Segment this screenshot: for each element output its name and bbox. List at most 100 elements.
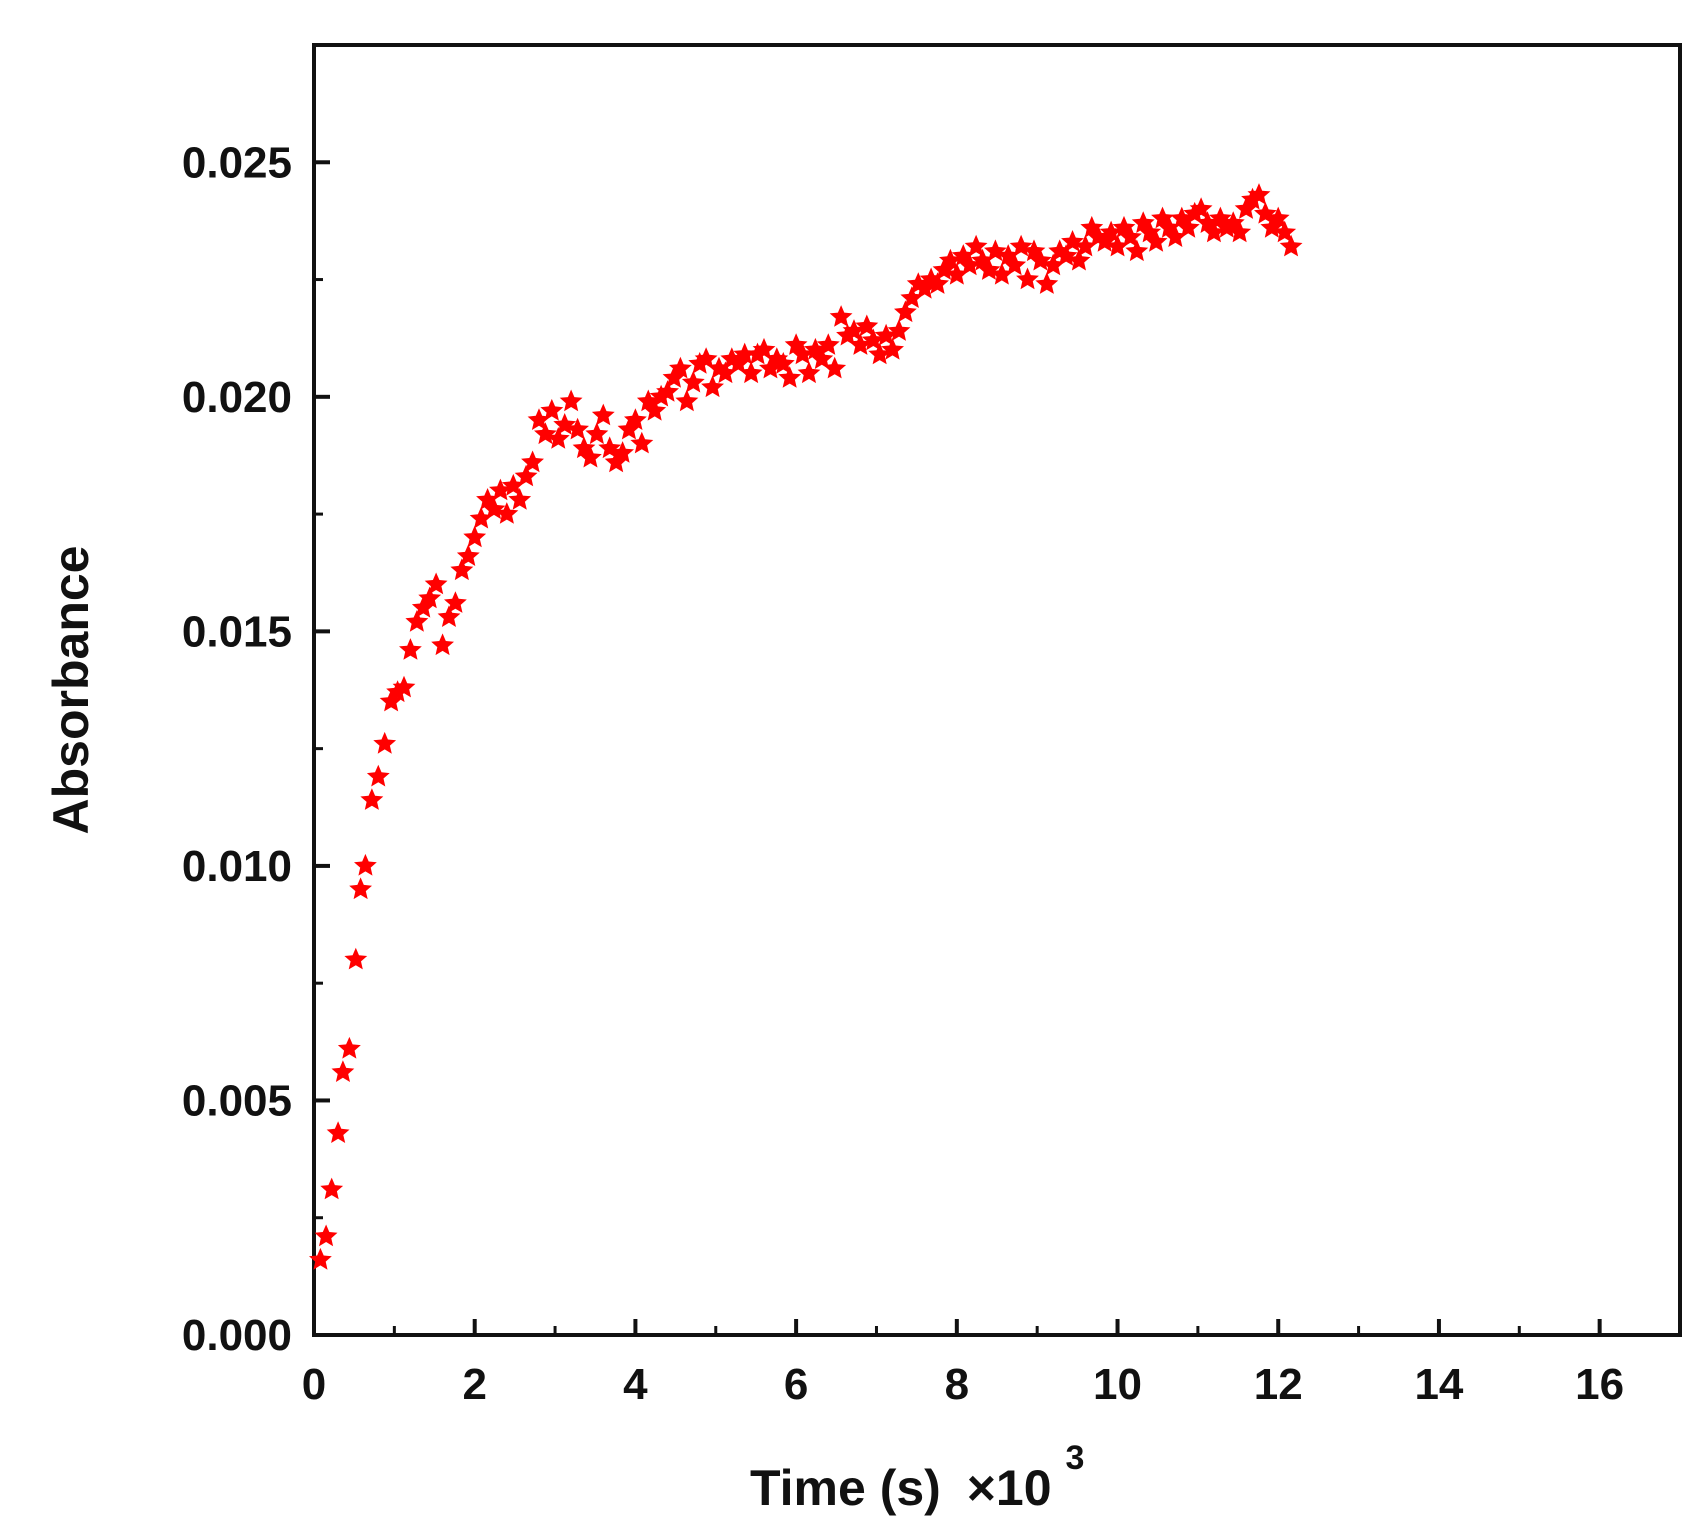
data-point (649, 384, 673, 407)
x-tick-label: 6 (784, 1360, 808, 1409)
x-axis-exponent: 3 (1065, 1439, 1084, 1477)
data-point (373, 731, 397, 754)
x-axis-title: Time (s) ×10 3 (750, 1439, 1084, 1516)
x-tick-label: 14 (1414, 1360, 1463, 1409)
data-point (945, 262, 969, 285)
data-point (360, 788, 384, 810)
data-point (320, 1177, 344, 1200)
data-point (331, 1060, 355, 1082)
data-point (887, 319, 911, 341)
data-point (1035, 272, 1059, 294)
data-point (849, 333, 872, 355)
data-point (392, 675, 416, 698)
data-point (1144, 230, 1168, 252)
data-point (1074, 234, 1097, 257)
x-tick-label: 10 (1093, 1360, 1142, 1409)
y-tick-label: 0.025 (182, 138, 292, 187)
data-point (1106, 234, 1129, 257)
data-point (405, 610, 429, 632)
data-point (894, 300, 917, 323)
data-point (456, 544, 480, 566)
y-tick-label: 0.010 (182, 842, 292, 891)
data-point (337, 1036, 361, 1059)
x-axis-ticks (312, 1319, 1602, 1335)
x-tick-label: 0 (302, 1360, 326, 1409)
data-point (399, 638, 422, 660)
data-point (1067, 248, 1091, 271)
data-point (514, 464, 538, 487)
data-point (681, 370, 705, 393)
plot-frame (312, 43, 1682, 1337)
y-axis-tick-labels: 0.000 0.005 0.010 0.015 0.020 0.025 (182, 138, 292, 1360)
data-point (1228, 220, 1252, 243)
y-tick-label: 0.000 (182, 1311, 292, 1360)
data-point (611, 441, 634, 463)
data-point (1279, 234, 1303, 257)
data-point (418, 586, 442, 609)
data-point (739, 361, 763, 384)
y-tick-label: 0.005 (182, 1076, 292, 1125)
data-point (752, 337, 776, 360)
data-point (349, 877, 372, 900)
data-point (579, 445, 602, 468)
x-tick-label: 8 (945, 1360, 969, 1409)
data-point (566, 417, 589, 440)
data-point (469, 506, 493, 529)
data-point (868, 342, 892, 365)
data-point (778, 366, 802, 388)
data-point (990, 262, 1014, 285)
data-point (326, 1121, 350, 1143)
data-point (495, 502, 519, 524)
data-point (1003, 253, 1027, 276)
data-point (694, 347, 718, 369)
data-point (675, 389, 699, 412)
data-point (656, 380, 679, 402)
data-point (431, 633, 454, 656)
data-point (354, 853, 377, 876)
data-point (424, 572, 448, 595)
x-axis-tick-labels: 0 2 4 6 8 10 12 14 16 (302, 1360, 1624, 1409)
data-point (816, 333, 840, 355)
data-point (836, 323, 859, 346)
x-tick-label: 2 (462, 1360, 486, 1409)
y-tick-label: 0.020 (182, 373, 292, 422)
data-point (508, 488, 532, 510)
data-point (643, 398, 667, 421)
data-point (540, 398, 564, 421)
data-point (900, 286, 924, 308)
data-point (444, 591, 467, 613)
x-tick-label: 16 (1575, 1360, 1624, 1409)
data-point (926, 272, 949, 294)
data-point (1176, 215, 1200, 238)
data-point (450, 558, 474, 581)
data-point (366, 764, 390, 787)
y-axis-title: Absorbance (43, 546, 99, 835)
data-point (546, 427, 570, 449)
data-point (314, 1224, 338, 1247)
data-point (829, 305, 853, 327)
data-point (791, 342, 814, 365)
data-point (823, 356, 847, 379)
data-point (797, 361, 821, 384)
data-point (1183, 201, 1207, 224)
data-point (344, 947, 368, 970)
data-point (630, 431, 654, 454)
data-series (309, 183, 1303, 1270)
data-point (701, 375, 724, 398)
data-point (1247, 183, 1271, 205)
y-axis-ticks (314, 160, 330, 1337)
data-point (1125, 239, 1149, 262)
data-point (386, 680, 409, 703)
data-point (1016, 267, 1039, 290)
data-point (958, 253, 982, 276)
data-point (669, 356, 692, 379)
data-point (309, 1247, 332, 1270)
data-point (437, 605, 461, 627)
data-point (463, 525, 487, 548)
data-point (489, 478, 512, 501)
data-point (559, 389, 583, 412)
data-point (521, 450, 544, 473)
x-tick-label: 12 (1254, 1360, 1303, 1409)
data-point (810, 347, 834, 369)
